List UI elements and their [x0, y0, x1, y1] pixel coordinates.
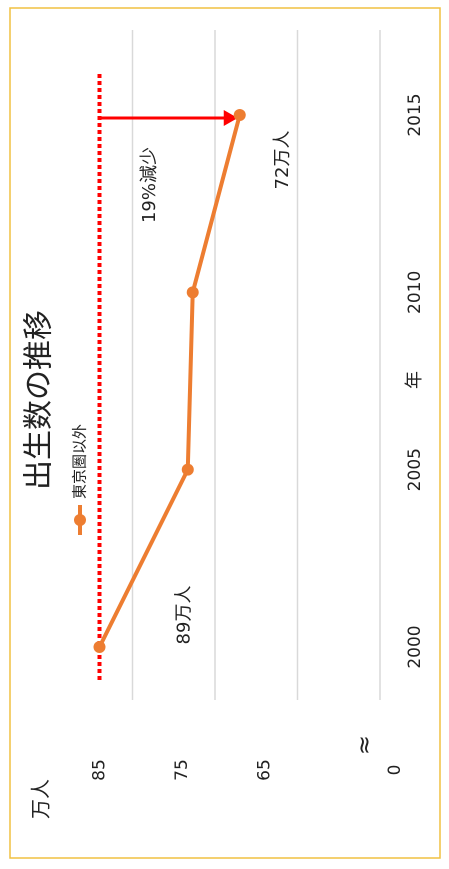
- y-origin-label: 0: [385, 765, 405, 776]
- y-axis-title: 万人: [29, 779, 53, 819]
- arrow-head: [223, 110, 238, 126]
- axis-break: ≈: [350, 735, 378, 755]
- y-tick-label: 85: [90, 759, 110, 781]
- y-tick-label: 75: [172, 759, 192, 781]
- x-tick-label: 2015: [405, 93, 425, 136]
- x-axis-title: 年: [404, 371, 425, 389]
- point: [186, 286, 199, 299]
- x-tick-label: 2010: [405, 271, 425, 314]
- x-tick-label: 2000: [405, 625, 425, 668]
- data-label: 72万人: [272, 131, 293, 190]
- series-line: [97, 114, 242, 648]
- point: [181, 463, 194, 476]
- legend-label: 東京圏以外: [71, 424, 89, 499]
- rotated-chart: 出生数の推移 万人 年 0 ≈65 75 85 2000 2005 2010 2015 19%減…: [9, 7, 441, 859]
- point: [233, 109, 246, 121]
- frame: [9, 7, 441, 859]
- annotation: 19%減少: [139, 147, 160, 223]
- point: [93, 641, 106, 653]
- x-tick-label: 2005: [405, 448, 425, 491]
- chart-title: 出生数の推移: [22, 310, 57, 490]
- y-tick-label: 65: [255, 759, 275, 781]
- data-label: 89万人: [174, 586, 195, 645]
- legend-marker: [74, 514, 86, 526]
